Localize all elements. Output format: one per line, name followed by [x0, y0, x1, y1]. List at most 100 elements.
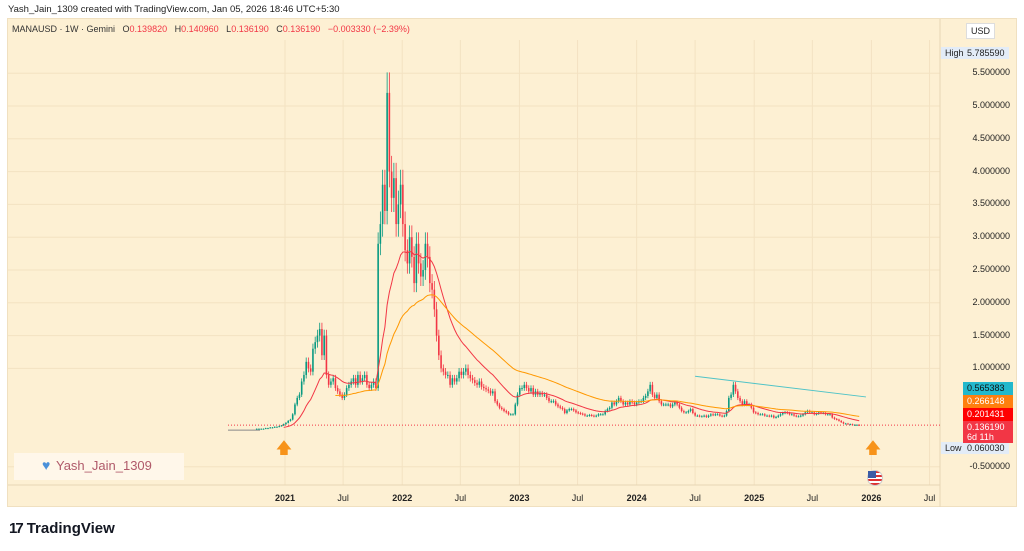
candle-body	[379, 224, 382, 244]
candle-body	[757, 413, 759, 415]
candle-body	[476, 382, 478, 385]
candle-body	[550, 401, 553, 403]
candle-body	[406, 250, 409, 264]
candle-body	[788, 413, 791, 415]
candle-body	[503, 409, 505, 412]
candle-body	[453, 378, 456, 382]
candle-body	[856, 424, 858, 426]
candle-body	[687, 411, 690, 413]
close-value: 0.136190	[282, 24, 321, 34]
candle-body	[770, 415, 773, 417]
tradingview-logo-icon: 17	[9, 520, 24, 537]
candle-body	[599, 414, 602, 416]
candle-body	[734, 384, 737, 392]
tradingview-logo[interactable]: 17 TradingView	[9, 520, 115, 537]
candle-body	[719, 414, 721, 416]
candle-body	[498, 404, 501, 408]
candle-body	[694, 413, 696, 416]
candle-body	[271, 427, 274, 429]
candle-body	[458, 371, 460, 379]
candle-body	[336, 388, 339, 392]
candle-body	[552, 401, 555, 403]
candle-body	[422, 270, 424, 277]
candle-body	[467, 368, 469, 375]
candle-body	[521, 388, 523, 390]
candle-body	[651, 384, 654, 395]
candle-body	[438, 335, 440, 356]
symbol-name[interactable]: MANAUSD · 1W · Gemini	[12, 24, 116, 34]
candle-body	[617, 397, 620, 402]
candle-body	[629, 401, 631, 405]
candle-body	[370, 384, 373, 389]
candle-body	[530, 388, 532, 392]
candle-body	[766, 415, 768, 417]
candle-body	[826, 414, 829, 416]
candle-body	[543, 394, 546, 396]
candle-body	[707, 415, 710, 417]
us-flag-icon[interactable]	[867, 470, 883, 486]
x-tick-label: Jul	[806, 493, 819, 503]
candle-body	[505, 411, 508, 413]
candle-body	[698, 415, 701, 417]
candle-body	[307, 361, 310, 369]
candle-body	[523, 384, 526, 389]
chart-pane[interactable]	[7, 18, 1017, 507]
candle-body	[683, 411, 685, 413]
candle-body	[471, 378, 474, 381]
candle-body	[833, 417, 836, 419]
candle-body	[743, 401, 746, 405]
y-tick-label: 2.000000	[972, 296, 1010, 307]
candle-body	[339, 391, 341, 395]
ema-fast-badge: 0.201431	[963, 408, 1013, 421]
candle-body	[644, 395, 647, 398]
candle-body	[485, 388, 487, 390]
candle-body	[656, 394, 658, 398]
candle-body	[624, 402, 627, 405]
candle-body	[588, 414, 591, 416]
candle-body	[626, 402, 629, 405]
candle-body	[768, 415, 771, 417]
candle-body	[258, 428, 260, 430]
candle-body	[737, 391, 739, 398]
candle-body	[345, 388, 348, 395]
candle-body	[447, 374, 449, 376]
watermark: ♥ Yash_Jain_1309	[14, 453, 184, 480]
candle-body	[415, 243, 418, 284]
candle-body	[296, 397, 299, 405]
candle-body	[482, 386, 485, 389]
candle-body	[388, 92, 391, 172]
candle-body	[568, 409, 571, 411]
candle-body	[426, 243, 429, 257]
candle-body	[465, 368, 467, 372]
candle-body	[393, 178, 395, 198]
trendline-price-badge: 0.565383	[963, 382, 1013, 395]
candle-body	[273, 426, 276, 428]
candle-body	[710, 414, 712, 416]
candle-body	[572, 409, 575, 411]
candle-body	[489, 390, 492, 394]
candle-body	[703, 415, 705, 417]
heart-icon: ♥	[42, 457, 51, 473]
candle-body	[289, 419, 292, 421]
candle-body	[545, 394, 548, 398]
candle-body	[381, 184, 384, 225]
candle-body	[581, 413, 584, 415]
currency-button[interactable]: USD	[966, 23, 996, 39]
candle-body	[516, 394, 519, 405]
candle-body	[305, 361, 307, 375]
candle-body	[602, 414, 604, 416]
candle-body	[548, 397, 550, 402]
candle-body	[604, 411, 606, 415]
high-value-tag: 5.785590	[963, 47, 1009, 59]
candle-body	[478, 381, 481, 385]
candle-body	[280, 425, 283, 427]
y-tick-label: 5.000000	[972, 100, 1010, 110]
candle-body	[723, 415, 726, 417]
candle-body	[395, 178, 397, 225]
x-tick-label: 2022	[392, 493, 413, 503]
candle-body	[276, 426, 278, 428]
candle-body	[570, 409, 573, 411]
candle-body	[615, 401, 618, 405]
change-value: −0.003330 (−2.39%)	[327, 24, 410, 34]
